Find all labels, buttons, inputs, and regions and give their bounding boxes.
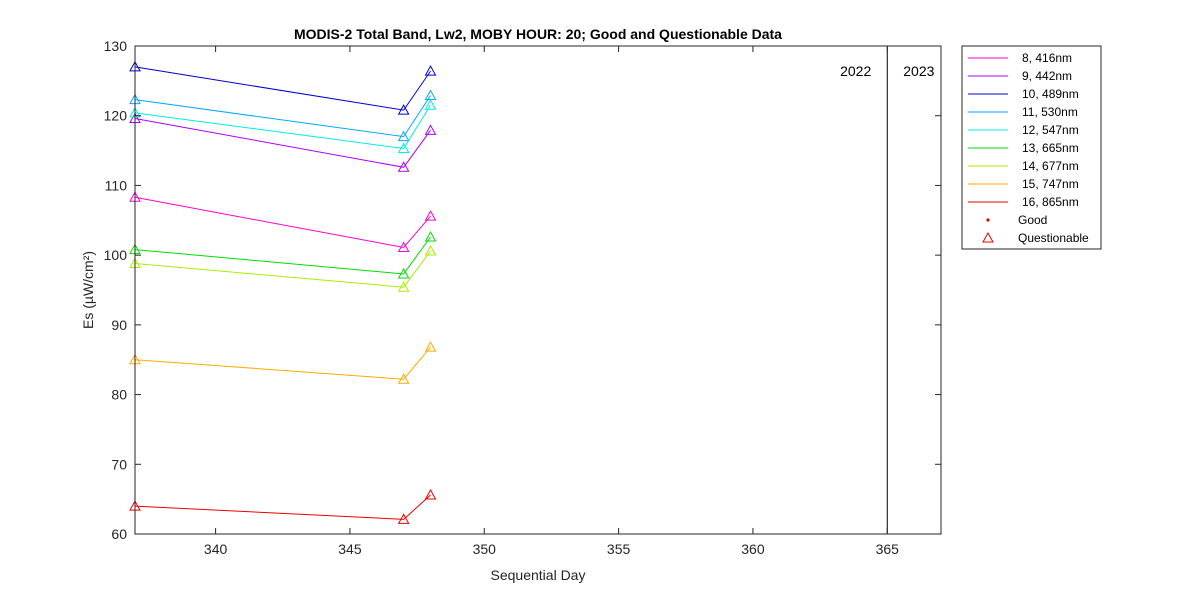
year-label-left: 2022 <box>840 63 871 79</box>
series-line-1 <box>134 118 431 168</box>
x-tick-label: 345 <box>338 541 362 557</box>
data-point-8-1 <box>397 513 410 524</box>
legend-label-7: 15, 747nm <box>1022 177 1079 191</box>
x-tick-label: 340 <box>204 541 228 557</box>
y-tick-label: 80 <box>111 387 127 403</box>
plot-area <box>135 46 941 534</box>
legend-label-6: 14, 677nm <box>1022 159 1079 173</box>
data-point-7-2 <box>424 341 437 352</box>
chart-title: MODIS-2 Total Band, Lw2, MOBY HOUR: 20; … <box>294 26 782 42</box>
y-tick-label: 100 <box>104 247 128 263</box>
y-tick-label: 70 <box>111 456 127 472</box>
series-line-4 <box>134 104 431 150</box>
data-point-4-2 <box>424 99 437 110</box>
series-line-3 <box>134 95 431 138</box>
legend-label-2: 10, 489nm <box>1022 87 1079 101</box>
x-axis-label: Sequential Day <box>491 567 586 583</box>
y-tick-label: 60 <box>111 526 127 542</box>
legend-label-5: 13, 665nm <box>1022 141 1079 155</box>
legend-marker-good <box>986 218 990 222</box>
legend: 8, 416nm 9, 442nm 10, 489nm 11, 530nm 12, 54… <box>961 45 1102 250</box>
series-line-6 <box>134 250 431 288</box>
data-point-0-2 <box>424 210 437 221</box>
ticks-group: 340 345 350 355 360 365 60 70 80 90 100 110 120 130 <box>104 38 941 557</box>
legend-label-3: 11, 530nm <box>1022 105 1078 119</box>
data-point-6-2 <box>424 244 437 256</box>
y-tick-label: 90 <box>111 317 127 333</box>
data-point-7-1 <box>397 373 410 384</box>
data-point-1-1 <box>397 161 410 172</box>
data-point-3-1 <box>397 130 410 142</box>
data-point-8-2 <box>424 488 437 500</box>
year-label-right: 2023 <box>903 63 934 79</box>
data-point-2-2 <box>424 65 437 76</box>
plot-frame <box>134 45 942 535</box>
y-tick-label: 110 <box>105 177 128 193</box>
series-line-7 <box>134 346 431 380</box>
legend-label-good: Good <box>1018 213 1047 227</box>
legend-label-4: 12, 547nm <box>1022 123 1079 137</box>
data-point-5-2 <box>424 230 437 242</box>
data-point-1-2 <box>424 124 437 135</box>
y-tick-label: 130 <box>104 38 128 54</box>
data-point-0-1 <box>397 241 410 252</box>
series-line-2 <box>134 66 431 111</box>
series-line-5 <box>134 236 431 275</box>
series-line-0 <box>134 196 431 249</box>
y-tick-label: 120 <box>104 108 128 124</box>
data-point-5-1 <box>397 267 410 279</box>
x-tick-label: 360 <box>741 541 765 557</box>
data-point-4-1 <box>397 142 410 153</box>
data-point-6-1 <box>397 281 410 292</box>
legend-label-0: 8, 416nm <box>1022 51 1072 65</box>
x-tick-label: 350 <box>473 541 497 557</box>
x-tick-label: 355 <box>607 541 631 557</box>
series-line-8 <box>134 494 431 520</box>
legend-label-questionable: Questionable <box>1018 231 1089 245</box>
x-tick-label: 365 <box>876 541 900 557</box>
data-point-2-1 <box>397 104 410 115</box>
legend-label-1: 9, 442nm <box>1022 69 1072 83</box>
y-axis-label: Es (µW/cm²) <box>80 251 96 329</box>
legend-marker-questionable <box>982 231 994 243</box>
series-group <box>129 60 437 524</box>
year-divider-group: 2022 2023 <box>840 46 935 534</box>
legend-label-8: 16, 865nm <box>1022 195 1079 209</box>
